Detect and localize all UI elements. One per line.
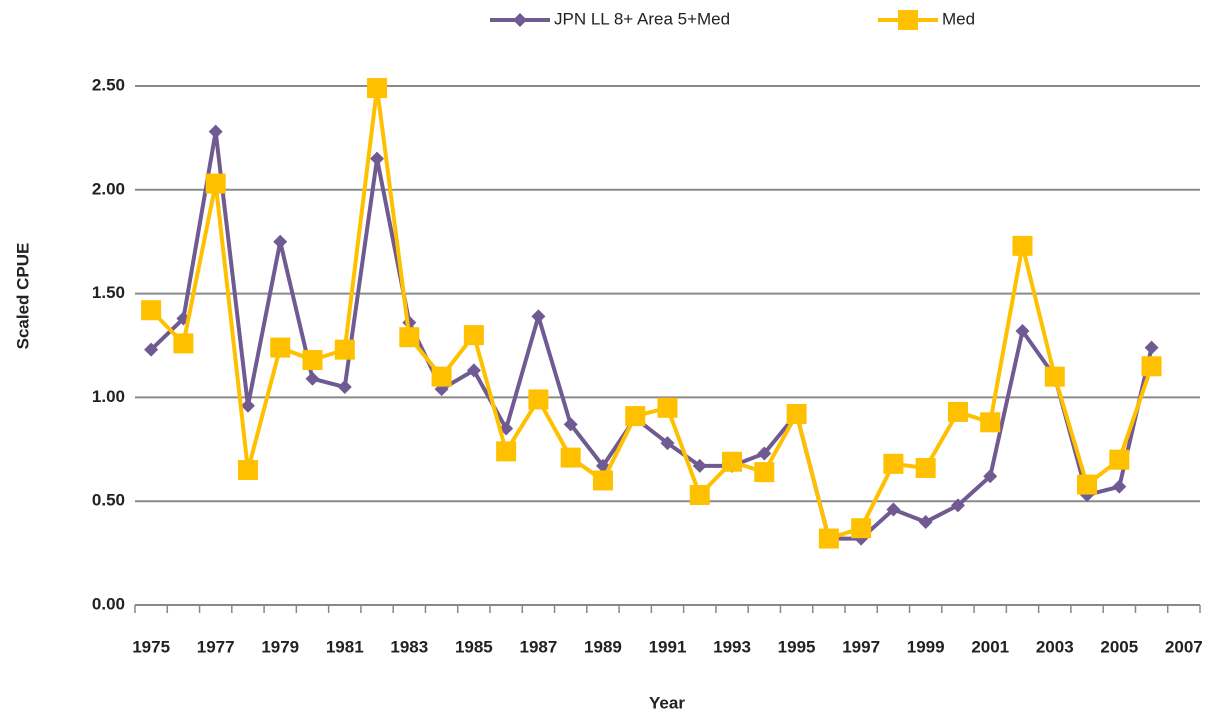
x-tick-label: 1999 xyxy=(907,637,945,656)
marker xyxy=(273,235,287,249)
marker xyxy=(306,372,320,386)
x-tick-label: 1983 xyxy=(390,637,428,656)
marker xyxy=(206,174,226,194)
series-line xyxy=(151,88,1151,538)
marker xyxy=(1142,356,1162,376)
marker xyxy=(593,470,613,490)
x-axis-title: Year xyxy=(649,693,685,712)
marker xyxy=(338,380,352,394)
marker xyxy=(173,333,193,353)
marker xyxy=(690,485,710,505)
marker xyxy=(658,398,678,418)
marker xyxy=(1013,236,1033,256)
y-tick-label: 0.50 xyxy=(92,491,125,510)
marker xyxy=(722,452,742,472)
marker xyxy=(1112,480,1126,494)
y-tick-label: 2.50 xyxy=(92,75,125,94)
marker xyxy=(270,338,290,358)
marker xyxy=(1077,475,1097,495)
marker xyxy=(238,460,258,480)
marker xyxy=(464,325,484,345)
marker xyxy=(496,441,516,461)
marker xyxy=(399,327,419,347)
x-tick-label: 1993 xyxy=(713,637,751,656)
y-tick-label: 2.00 xyxy=(92,179,125,198)
y-tick-label: 0.00 xyxy=(92,594,125,613)
marker xyxy=(851,518,871,538)
y-tick-label: 1.00 xyxy=(92,387,125,406)
x-tick-label: 1987 xyxy=(519,637,557,656)
marker xyxy=(561,448,581,468)
marker xyxy=(819,529,839,549)
marker xyxy=(528,389,548,409)
x-tick-label: 1979 xyxy=(261,637,299,656)
marker xyxy=(209,125,223,139)
marker xyxy=(531,309,545,323)
chart: Scaled CPUE Year 0.00 0.50 1.00 1.50 2.00 2.5… xyxy=(0,0,1216,715)
marker xyxy=(367,78,387,98)
x-tick-label: 1977 xyxy=(197,637,235,656)
marker xyxy=(625,406,645,426)
marker xyxy=(898,10,918,30)
legend-label: Med xyxy=(942,9,975,28)
marker xyxy=(432,367,452,387)
marker xyxy=(980,412,1000,432)
x-tick-label: 1991 xyxy=(649,637,687,656)
y-axis-title: Scaled CPUE xyxy=(13,243,32,350)
marker xyxy=(141,300,161,320)
y-tick-label: 1.50 xyxy=(92,283,125,302)
x-tick-label: 1995 xyxy=(778,637,816,656)
marker xyxy=(335,340,355,360)
marker xyxy=(919,515,933,529)
marker xyxy=(754,462,774,482)
marker xyxy=(1045,367,1065,387)
marker xyxy=(370,152,384,166)
marker xyxy=(916,458,936,478)
x-tick-label: 2001 xyxy=(971,637,1009,656)
x-tick-label: 1975 xyxy=(132,637,170,656)
marker xyxy=(1109,450,1129,470)
marker xyxy=(513,13,527,27)
marker xyxy=(787,404,807,424)
legend-label: JPN LL 8+ Area 5+Med xyxy=(554,9,730,28)
marker xyxy=(303,350,323,370)
x-tick-label: 1989 xyxy=(584,637,622,656)
x-tick-label: 1985 xyxy=(455,637,493,656)
x-tick-label: 2005 xyxy=(1100,637,1138,656)
series-line xyxy=(151,132,1151,539)
x-tick-label: 2007 xyxy=(1165,637,1203,656)
marker xyxy=(948,402,968,422)
marker xyxy=(883,454,903,474)
x-tick-label: 1981 xyxy=(326,637,364,656)
marker xyxy=(1145,341,1159,355)
x-tick-label: 1997 xyxy=(842,637,880,656)
x-tick-label: 2003 xyxy=(1036,637,1074,656)
